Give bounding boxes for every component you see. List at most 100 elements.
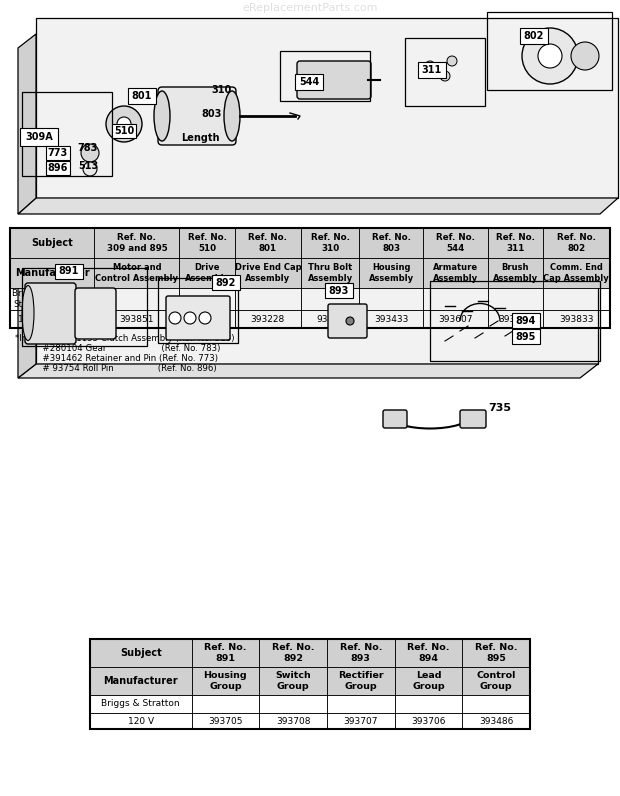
- Bar: [259, 667, 327, 695]
- Text: 393228: 393228: [250, 314, 285, 323]
- Bar: [423, 228, 487, 258]
- Text: 393833: 393833: [559, 314, 593, 323]
- Bar: [90, 639, 192, 667]
- Bar: [94, 258, 179, 288]
- Text: # 93754 Roll Pin                (Ref. No. 896): # 93754 Roll Pin (Ref. No. 896): [15, 364, 216, 373]
- Bar: [90, 639, 530, 729]
- Bar: [423, 258, 487, 288]
- Text: 513: 513: [78, 161, 98, 171]
- Text: 309A: 309A: [25, 132, 53, 142]
- Text: Manufacturer: Manufacturer: [104, 676, 178, 686]
- Circle shape: [571, 42, 599, 70]
- Text: 773: 773: [48, 148, 68, 158]
- Text: 93889: 93889: [316, 314, 345, 323]
- Bar: [22, 268, 147, 346]
- Text: Control
Group: Control Group: [476, 671, 516, 691]
- Bar: [259, 639, 327, 667]
- FancyBboxPatch shape: [328, 304, 367, 338]
- Text: Brush
Assembly: Brush Assembly: [492, 263, 538, 283]
- Text: Motor and
Control Assembly: Motor and Control Assembly: [95, 263, 179, 283]
- Bar: [463, 639, 530, 667]
- Bar: [394, 667, 463, 695]
- FancyBboxPatch shape: [158, 87, 236, 145]
- Text: Ref. No.
544: Ref. No. 544: [436, 233, 475, 252]
- Polygon shape: [18, 248, 36, 378]
- Text: Armature
Assembly: Armature Assembly: [433, 263, 477, 283]
- Text: eReplacementParts.com: eReplacementParts.com: [242, 3, 378, 13]
- Bar: [360, 258, 423, 288]
- Bar: [418, 62, 446, 78]
- Bar: [90, 667, 192, 695]
- Text: 393707: 393707: [343, 716, 378, 725]
- Bar: [90, 695, 192, 713]
- Bar: [179, 258, 234, 288]
- Bar: [301, 228, 360, 258]
- Bar: [52, 310, 94, 328]
- Text: *Includes #391135 Clutch Assembly (Ref. No. 513): *Includes #391135 Clutch Assembly (Ref. …: [15, 334, 234, 343]
- Text: 393851: 393851: [120, 314, 154, 323]
- Bar: [234, 310, 301, 328]
- Bar: [90, 667, 192, 695]
- Bar: [360, 310, 423, 328]
- Text: 393433: 393433: [374, 314, 408, 323]
- Text: Subject: Subject: [120, 648, 162, 658]
- Bar: [542, 258, 610, 288]
- Bar: [280, 51, 370, 101]
- Bar: [487, 12, 612, 90]
- Circle shape: [538, 44, 562, 68]
- Bar: [52, 288, 94, 310]
- Bar: [22, 92, 112, 176]
- Bar: [10, 228, 610, 328]
- Bar: [301, 228, 360, 258]
- Polygon shape: [18, 34, 36, 214]
- Text: 393607: 393607: [438, 314, 472, 323]
- Bar: [179, 228, 234, 258]
- Bar: [10, 258, 94, 288]
- Bar: [520, 28, 548, 44]
- Bar: [192, 667, 259, 695]
- Bar: [327, 639, 394, 667]
- Bar: [423, 310, 487, 328]
- Polygon shape: [36, 18, 618, 198]
- Bar: [394, 639, 463, 667]
- Bar: [487, 228, 542, 258]
- Ellipse shape: [154, 91, 170, 141]
- Text: Comm. End
Cap Assembly: Comm. End Cap Assembly: [544, 263, 609, 283]
- Bar: [463, 667, 530, 695]
- Bar: [487, 228, 542, 258]
- Bar: [394, 667, 463, 695]
- Bar: [158, 278, 238, 343]
- Bar: [325, 283, 353, 298]
- Text: 120 V: 120 V: [18, 314, 44, 323]
- Bar: [90, 713, 192, 729]
- Bar: [327, 667, 394, 695]
- Text: 802: 802: [524, 31, 544, 41]
- Text: 893: 893: [329, 286, 349, 295]
- Text: Housing
Length: Housing Length: [55, 289, 91, 309]
- Bar: [542, 258, 610, 288]
- Text: Ref. No.
310: Ref. No. 310: [311, 233, 350, 252]
- Bar: [301, 310, 360, 328]
- Bar: [463, 667, 530, 695]
- Bar: [487, 310, 542, 328]
- Text: Ref. No.
892: Ref. No. 892: [272, 643, 314, 663]
- Circle shape: [83, 162, 97, 176]
- Text: Switch
Group: Switch Group: [275, 671, 311, 691]
- Text: Briggs & Stratton: Briggs & Stratton: [102, 700, 180, 708]
- Bar: [487, 288, 542, 310]
- Ellipse shape: [224, 91, 240, 141]
- Bar: [212, 275, 240, 290]
- Bar: [463, 639, 530, 667]
- Text: 311: 311: [422, 65, 442, 75]
- FancyBboxPatch shape: [75, 288, 116, 339]
- Text: 120 V: 120 V: [128, 716, 154, 725]
- Bar: [94, 310, 179, 328]
- Bar: [259, 713, 327, 729]
- FancyBboxPatch shape: [166, 296, 230, 340]
- Bar: [192, 713, 259, 729]
- Text: Subject: Subject: [31, 238, 73, 248]
- Text: Ref. No.
802: Ref. No. 802: [557, 233, 596, 252]
- Bar: [192, 695, 259, 713]
- Bar: [179, 310, 234, 328]
- Bar: [360, 258, 423, 288]
